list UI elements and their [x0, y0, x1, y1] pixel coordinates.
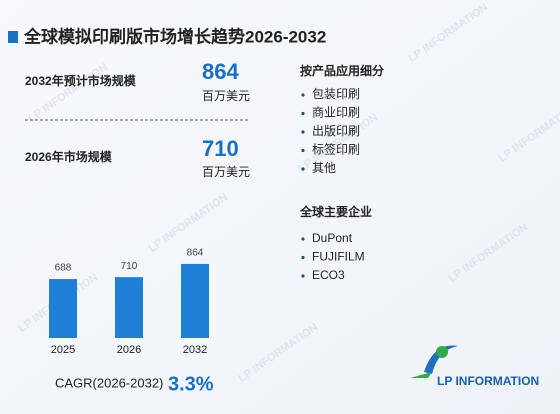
value-label: 688	[55, 263, 72, 274]
x-tick-label: 2025	[51, 344, 75, 356]
bullet	[301, 111, 305, 116]
x-tick-label: 2032	[183, 344, 207, 356]
bullet	[301, 93, 305, 97]
company-item: ECO3	[312, 268, 345, 282]
value-label: 864	[187, 248, 204, 259]
bullet	[301, 274, 305, 278]
segment-item: 包装印刷	[312, 87, 360, 101]
x-tick-label: 2026	[117, 344, 141, 356]
segment-item: 商业印刷	[312, 105, 360, 120]
stat-unit: 百万美元	[202, 165, 250, 179]
bullet	[301, 130, 305, 134]
company-item: FUJIFILM	[312, 250, 365, 264]
bullet	[301, 237, 305, 241]
logo-dot	[436, 346, 448, 358]
cagr-value: 3.3%	[168, 373, 214, 395]
segment-item: 其他	[312, 161, 336, 175]
segment-item: 标签印刷	[312, 142, 360, 157]
logo-leaf	[410, 372, 432, 378]
logo-text: LP INFORMATION	[437, 374, 539, 388]
title-marker	[8, 31, 18, 43]
title: 全球模拟印刷版市场增长趋势2026-2032	[23, 26, 326, 46]
stat-value: 864	[202, 59, 239, 84]
bar	[181, 263, 209, 338]
stat-label: 2032年预计市场规模	[25, 73, 137, 88]
stat-value: 710	[202, 136, 239, 161]
stat-unit: 百万美元	[202, 89, 250, 103]
segments-title: 按产品应用细分	[300, 63, 384, 78]
bullet	[301, 148, 305, 153]
companies-title: 全球主要企业	[299, 204, 372, 219]
logo-swoosh	[424, 345, 458, 374]
logo: LP INFORMATION	[410, 345, 539, 388]
segment-item: 出版印刷	[312, 124, 360, 138]
value-label: 710	[121, 261, 138, 272]
bullet	[301, 167, 305, 171]
stat-label: 2026年市场规模	[25, 149, 113, 164]
cagr-label: CAGR(2026-2032)	[55, 375, 163, 390]
company-item: DuPont	[312, 231, 353, 245]
bar	[115, 277, 143, 338]
bullet	[301, 255, 305, 260]
bar	[49, 279, 77, 338]
